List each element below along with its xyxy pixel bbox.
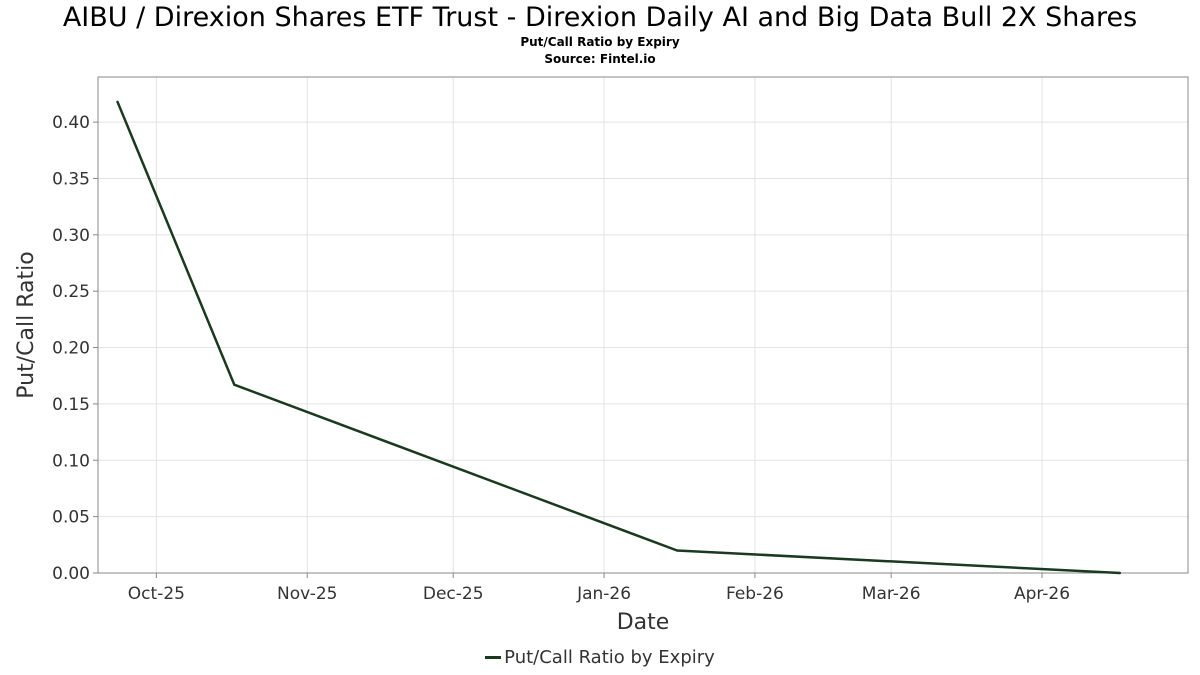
x-axis-title: Date xyxy=(617,610,670,635)
x-tick-label: Oct-25 xyxy=(128,584,185,604)
x-tick-label: Feb-26 xyxy=(726,584,784,604)
y-tick-label: 0.10 xyxy=(52,451,90,471)
y-tick-label: 0.00 xyxy=(52,564,90,584)
x-tick-label: Apr-26 xyxy=(1014,584,1070,604)
y-axis-title: Put/Call Ratio xyxy=(14,251,39,398)
x-tick-label: Mar-26 xyxy=(862,584,921,604)
legend: Put/Call Ratio by Expiry xyxy=(0,647,1200,668)
axis-ticks: 0.00 0.05 0.10 0.15 0.20 0.25 0.30 0.35 0.40 Oct-… xyxy=(52,113,1070,604)
y-tick-label: 0.15 xyxy=(52,395,90,415)
x-tick-label: Nov-25 xyxy=(277,584,338,604)
grid-lines xyxy=(98,77,1188,574)
y-tick-label: 0.35 xyxy=(52,169,90,189)
y-tick-label: 0.30 xyxy=(52,226,90,246)
data-point xyxy=(1118,571,1122,575)
data-point xyxy=(675,549,679,552)
y-tick-label: 0.20 xyxy=(52,339,90,359)
plot-area xyxy=(97,76,1189,574)
series-group xyxy=(116,100,1122,575)
chart-subtitle: Put/Call Ratio by Expiry xyxy=(520,35,680,49)
y-tick-label: 0.25 xyxy=(52,282,90,302)
line-chart: 0.00 0.05 0.10 0.15 0.20 0.25 0.30 0.35 0.40 Oct-… xyxy=(14,76,1189,635)
legend-swatch xyxy=(485,656,502,659)
x-tick-label: Jan-26 xyxy=(576,584,631,604)
chart-source: Source: Fintel.io xyxy=(544,52,656,66)
data-point xyxy=(233,383,236,386)
series-line xyxy=(116,101,1120,575)
y-tick-label: 0.40 xyxy=(52,113,90,133)
chart-title: AIBU / Direxion Shares ETF Trust - Direx… xyxy=(62,2,1138,33)
legend-label: Put/Call Ratio by Expiry xyxy=(504,647,715,668)
x-tick-label: Dec-25 xyxy=(423,584,484,604)
y-tick-label: 0.05 xyxy=(52,508,90,528)
data-point xyxy=(116,100,119,104)
